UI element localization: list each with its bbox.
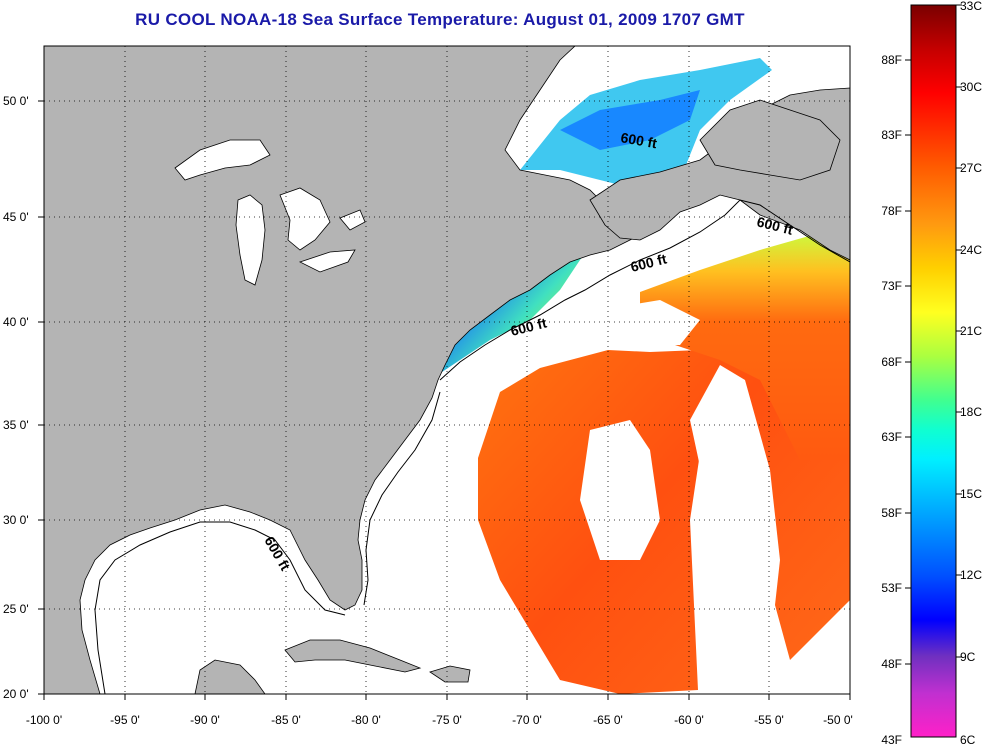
colorbar-label-c: 21C	[960, 324, 982, 338]
colorbar-label-c: 27C	[960, 161, 982, 175]
land-cuba	[284, 639, 422, 673]
colorbar-label-c: 24C	[960, 243, 982, 257]
y-tick-label: 30 0'	[3, 513, 29, 527]
y-tick-label: 20 0'	[3, 687, 29, 701]
cloud-gap	[600, 300, 700, 345]
colorbar-label-f: 48F	[881, 657, 902, 671]
colorbar-ticks	[905, 4, 962, 665]
lake-michigan	[235, 194, 266, 286]
sst-gulf-st-lawrence-inner	[560, 90, 700, 150]
colorbar-label-c: 18C	[960, 405, 982, 419]
y-tick-label: 40 0'	[3, 315, 29, 329]
x-tick-label: -70 0'	[512, 713, 542, 727]
sst-swath-south	[478, 280, 850, 694]
colorbar-label-f: 58F	[881, 506, 902, 520]
x-tick-label: -100 0'	[26, 713, 62, 727]
colorbar-label-f: 88F	[881, 53, 902, 67]
sst-swath-east	[640, 230, 850, 460]
lake-erie	[298, 249, 356, 273]
colorbar-label-f: 78F	[881, 204, 902, 218]
isobath-600ft	[439, 199, 850, 381]
colorbar-label-f: 43F	[881, 733, 902, 747]
colorbar-label-c: 15C	[960, 487, 982, 501]
land-newfoundland	[699, 99, 841, 181]
colorbar-label-c: 33C	[960, 0, 982, 13]
colorbar-label-c: 6C	[960, 733, 976, 747]
isobath-label: 600 ft	[619, 129, 658, 151]
x-tick-label: -75 0'	[432, 713, 462, 727]
colorbar-label-c: 9C	[960, 650, 976, 664]
lake-superior	[174, 139, 271, 181]
y-tick-label: 35 0'	[3, 418, 29, 432]
x-tick-label: -95 0'	[110, 713, 140, 727]
y-tick-label: 25 0'	[3, 602, 29, 616]
x-tick-label: -50 0'	[823, 713, 853, 727]
x-tick-label: -80 0'	[351, 713, 381, 727]
x-tick-label: -60 0'	[674, 713, 704, 727]
y-tick-marks	[38, 100, 44, 695]
isobath-600ft	[363, 391, 441, 606]
lake-ontario	[339, 209, 366, 231]
colorbar-label-f: 73F	[881, 279, 902, 293]
colorbar-label-f: 63F	[881, 430, 902, 444]
colorbar-label-c: 30C	[960, 80, 982, 94]
land-yucatan	[194, 659, 266, 694]
cloud-gap	[580, 420, 660, 560]
colorbar-label-f: 83F	[881, 128, 902, 142]
colorbar-label-c: 12C	[960, 568, 982, 582]
colorbar-label-f: 68F	[881, 355, 902, 369]
colorbar	[910, 4, 957, 738]
map-title: RU COOL NOAA-18 Sea Surface Temperature:…	[135, 10, 745, 29]
x-tick-marks	[43, 694, 851, 700]
y-tick-label: 45 0'	[3, 210, 29, 224]
x-tick-label: -90 0'	[190, 713, 220, 727]
y-tick-label: 50 0'	[3, 94, 29, 108]
isobath-600ft	[94, 521, 346, 694]
cloud-gap	[690, 365, 780, 660]
colorbar-label-f: 53F	[881, 581, 902, 595]
map-grid	[44, 46, 850, 694]
x-tick-label: -65 0'	[593, 713, 623, 727]
x-tick-label: -85 0'	[271, 713, 301, 727]
x-tick-label: -55 0'	[754, 713, 784, 727]
lake-huron	[279, 187, 331, 251]
